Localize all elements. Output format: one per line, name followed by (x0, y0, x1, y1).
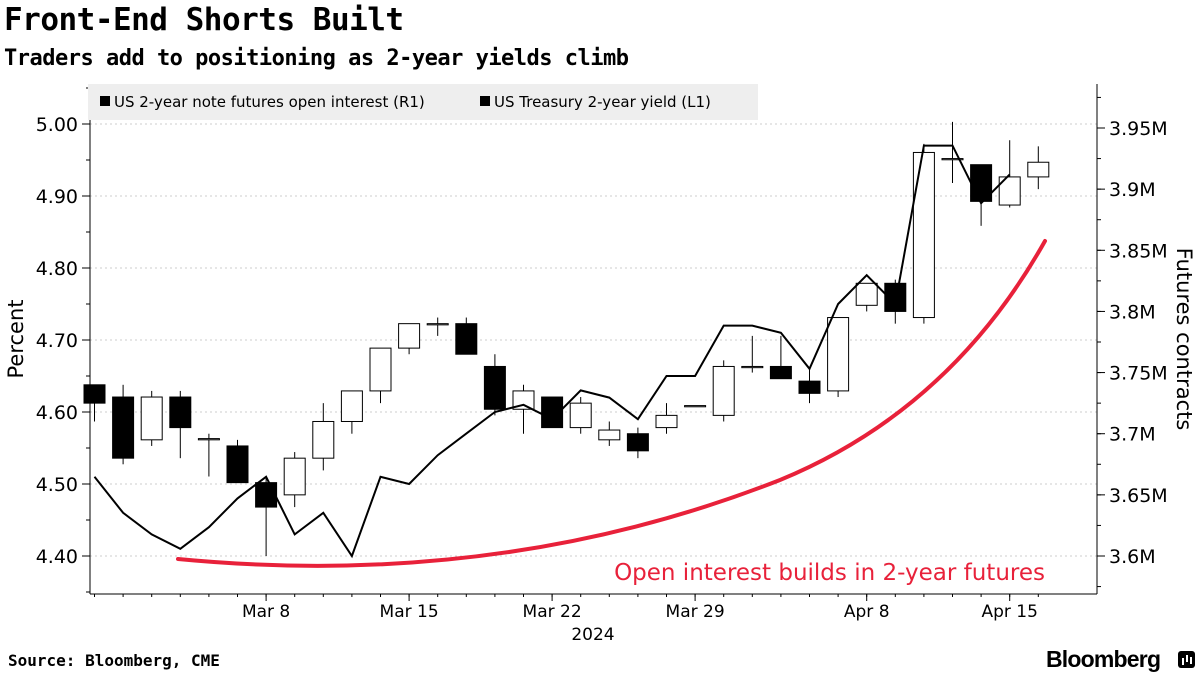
legend: US 2-year note futures open interest (R1… (88, 84, 758, 120)
candle-body (512, 390, 535, 410)
legend-swatch-yield (480, 96, 490, 106)
x-tick-label: Mar 22 (523, 602, 582, 622)
y-left-tick-label: 4.70 (36, 330, 78, 352)
candle-body (541, 396, 564, 429)
legend-label-yield: US Treasury 2-year yield (L1) (494, 93, 711, 111)
x-tick-label: Mar 8 (242, 602, 290, 622)
candle-body (340, 390, 363, 422)
legend-background (88, 84, 758, 120)
y-right-tick-label: 3.7M (1109, 424, 1156, 446)
x-axis-year-label: 2024 (571, 625, 614, 645)
y-right-tick-label: 3.85M (1109, 240, 1168, 262)
candle-body (884, 282, 907, 312)
candle-body (741, 365, 764, 369)
y-right-tick-label: 3.65M (1109, 485, 1168, 507)
candle-body (283, 457, 306, 496)
candle-body (798, 380, 821, 394)
y-right-tick-label: 3.8M (1109, 301, 1156, 323)
y-axis-left-label: Percent (4, 299, 28, 378)
annotation-label: Open interest builds in 2-year futures (614, 560, 1045, 586)
candle-body (655, 414, 678, 429)
candle-body (483, 365, 506, 410)
annotation-curve-group (176, 239, 1047, 568)
y-right-tick-label: 3.75M (1109, 363, 1168, 385)
yield-line (93, 144, 1011, 559)
y-left-tick-label: 5.00 (36, 114, 78, 136)
candle-body (455, 323, 478, 355)
legend-swatch-open-interest (100, 96, 110, 106)
legend-label-open-interest: US 2-year note futures open interest (R1… (114, 93, 425, 111)
candle-body (941, 158, 964, 161)
x-tick-label: Apr 8 (844, 602, 890, 622)
candle-body (712, 365, 735, 416)
candle-body (598, 429, 621, 441)
candle-body (197, 438, 220, 441)
candle-body (626, 433, 649, 452)
candle-body (569, 402, 592, 429)
candle-body (912, 151, 935, 319)
y-right-tick-label: 3.95M (1109, 118, 1168, 140)
y-left-tick-label: 4.80 (36, 258, 78, 280)
candle-body (255, 482, 278, 508)
candle-body (398, 323, 421, 349)
gridlines (90, 123, 1097, 557)
candle-body (684, 405, 707, 408)
x-tick-label: Mar 29 (666, 602, 725, 622)
open-interest-candles (83, 121, 1050, 556)
bloomberg-terminal-icon (1178, 651, 1195, 668)
x-tick-label: Mar 15 (380, 602, 439, 622)
candle-body (169, 396, 192, 429)
y-left-tick-label: 4.40 (36, 546, 78, 568)
x-tick-label: Apr 15 (981, 602, 1037, 622)
y-left-tick-label: 4.60 (36, 402, 78, 424)
chart-title: Front-End Shorts Built (4, 2, 404, 38)
candle-body (1027, 161, 1050, 178)
y-left-tick-label: 4.90 (36, 186, 78, 208)
y-right-tick-label: 3.9M (1109, 179, 1156, 201)
axes: 4.40 4.50 4.60 4.70 4.80 4.90 5.00 3.6M 3.65M 3.7… (36, 84, 1168, 622)
yield-line-group (93, 144, 1011, 559)
y-axis-right-label: Futures contracts (1172, 248, 1196, 431)
annotation-curve (176, 239, 1047, 568)
chart-subtitle: Traders add to positioning as 2-year yie… (4, 46, 629, 71)
bloomberg-logo: Bloomberg (1046, 646, 1161, 672)
y-right-tick-label: 3.6M (1109, 546, 1156, 568)
candle-body (140, 396, 163, 441)
candle-body (426, 323, 449, 326)
y-left-tick-label: 4.50 (36, 474, 78, 496)
candle-body (769, 365, 792, 380)
candle-body (83, 384, 106, 404)
candle-body (998, 176, 1021, 206)
candle-body (855, 282, 878, 306)
candle-body (312, 420, 335, 459)
candle-body (827, 317, 850, 392)
candle-body (226, 445, 249, 484)
source-note: Source: Bloomberg, CME (8, 651, 220, 670)
candle-body (369, 347, 392, 392)
candle-body (112, 396, 135, 459)
